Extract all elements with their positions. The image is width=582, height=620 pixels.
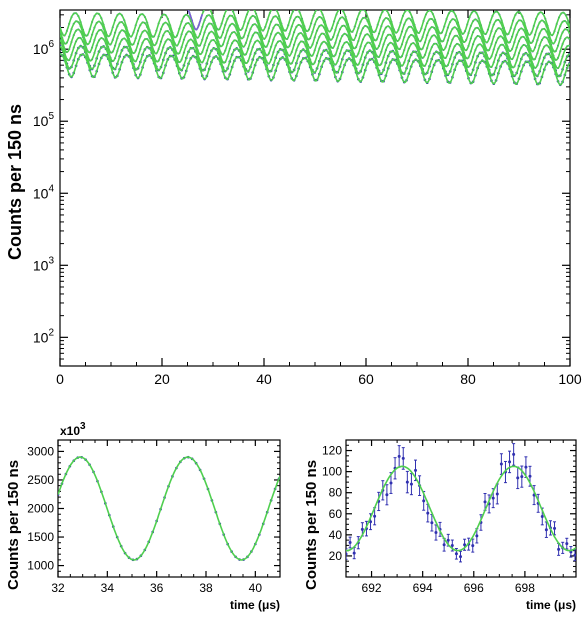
svg-text:694: 694 — [413, 581, 433, 595]
br-chart-svg: 20 40 60 80 100 120 692 694 696 698 time (μs) — [298, 420, 582, 615]
svg-text:38: 38 — [199, 581, 213, 595]
svg-text:x103: x103 — [60, 421, 86, 438]
svg-text:1500: 1500 — [27, 530, 54, 544]
svg-text:696: 696 — [464, 581, 484, 595]
br-y-axis-label: Counts per 150 ns — [303, 460, 320, 590]
svg-text:100: 100 — [322, 465, 342, 479]
svg-text:40: 40 — [256, 371, 272, 387]
svg-text:692: 692 — [362, 581, 382, 595]
svg-text:2500: 2500 — [27, 473, 54, 487]
svg-text:0: 0 — [56, 371, 64, 387]
svg-text:60: 60 — [358, 371, 374, 387]
top-chart-svg: 0 20 40 60 80 100 102 103 104 105 106 — [0, 0, 582, 406]
top-chart-panel: Counts per 150 ns 0 20 40 60 80 100 102 103 104 1… — [0, 0, 582, 406]
svg-text:102: 102 — [33, 327, 55, 345]
svg-text:80: 80 — [329, 486, 343, 500]
svg-text:698: 698 — [515, 581, 535, 595]
svg-text:20: 20 — [154, 371, 170, 387]
bl-chart-svg: x103 1000 1500 2000 2500 3000 32 34 36 38 40 time (… — [0, 420, 286, 615]
bl-y-axis-label: Counts per 150 ns — [5, 460, 22, 590]
svg-text:80: 80 — [460, 371, 476, 387]
svg-text:105: 105 — [33, 111, 55, 129]
bottom-right-panel: Counts per 150 ns 20 40 60 80 100 120 692 694 69… — [298, 420, 582, 615]
svg-text:100: 100 — [558, 371, 582, 387]
svg-text:32: 32 — [51, 581, 65, 595]
svg-text:36: 36 — [150, 581, 164, 595]
svg-text:104: 104 — [33, 183, 55, 201]
svg-text:103: 103 — [33, 255, 55, 273]
svg-text:40: 40 — [329, 528, 343, 542]
svg-text:106: 106 — [33, 39, 55, 57]
svg-text:time (μs): time (μs) — [526, 598, 576, 612]
top-y-axis-label: Counts per 150 ns — [5, 104, 26, 260]
svg-text:34: 34 — [101, 581, 115, 595]
svg-text:3000: 3000 — [27, 444, 54, 458]
svg-text:60: 60 — [329, 507, 343, 521]
svg-text:120: 120 — [322, 444, 342, 458]
svg-text:40: 40 — [249, 581, 263, 595]
svg-text:2000: 2000 — [27, 502, 54, 516]
svg-text:time (μs): time (μs) — [230, 598, 280, 612]
svg-text:20: 20 — [329, 549, 343, 563]
bottom-left-panel: Counts per 150 ns x103 1000 1500 2000 2500 30… — [0, 420, 286, 615]
svg-text:1000: 1000 — [27, 559, 54, 573]
